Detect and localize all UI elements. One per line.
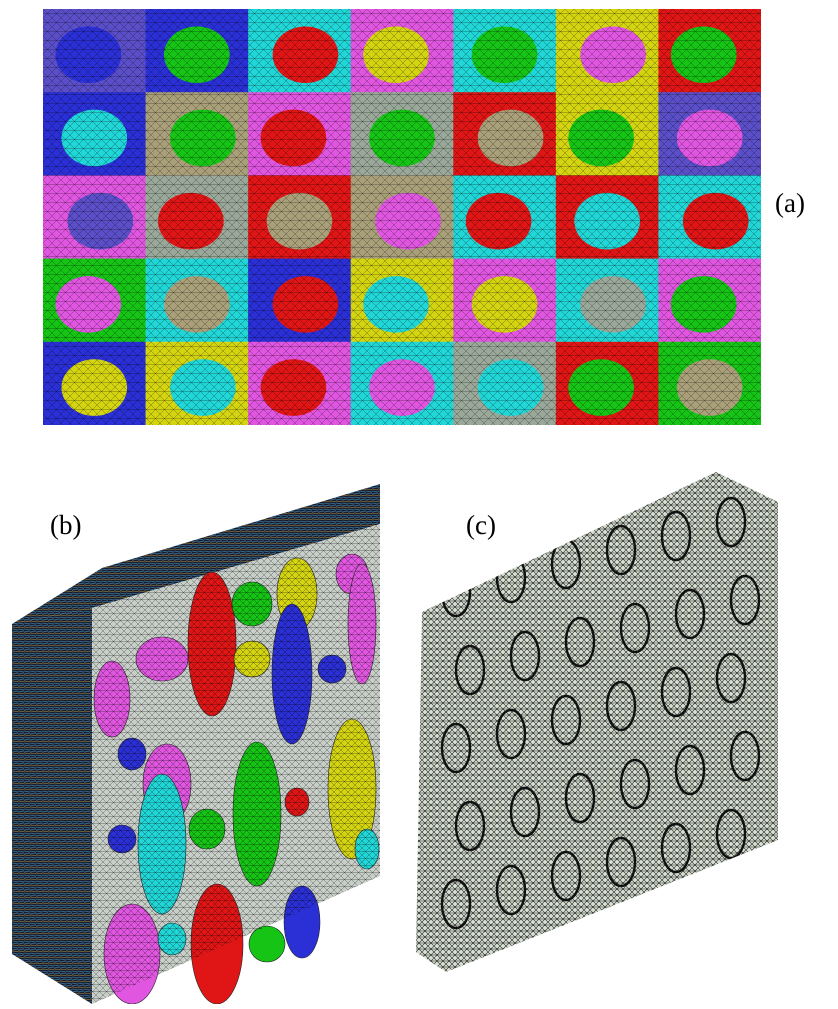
yarn-void <box>509 630 541 682</box>
panel-b-mesh-image <box>12 484 384 1005</box>
yarn-void <box>564 772 596 824</box>
panel-c-label: (c) <box>466 510 496 540</box>
yarn-void <box>674 744 706 796</box>
yarn-void <box>660 822 692 874</box>
block-top-face <box>12 484 380 624</box>
panel-a-mesh-image <box>43 9 762 426</box>
panel-b-label: (b) <box>50 510 82 540</box>
matrix-mesh-c <box>416 472 778 972</box>
yarn-void <box>619 602 651 654</box>
yarn-void <box>440 878 472 930</box>
yarn-void <box>550 850 582 902</box>
panel-a-label: (a) <box>775 188 805 218</box>
yarn-void <box>495 708 527 760</box>
woven-yarn-mesh-a <box>43 9 762 426</box>
panel-c-mesh-image <box>416 472 786 972</box>
yarn-void <box>550 694 582 746</box>
yarn-void <box>660 510 692 562</box>
yarn-void <box>674 588 706 640</box>
unit-cell-block-b <box>12 484 380 1005</box>
yarn-void <box>660 666 692 718</box>
yarn-void <box>605 680 637 732</box>
yarn-void <box>454 644 486 696</box>
yarn-void <box>564 616 596 668</box>
yarn-void <box>715 808 747 860</box>
yarn-void <box>605 524 637 576</box>
yarn-void <box>509 786 541 838</box>
yarn-void <box>729 730 761 782</box>
yarn-void <box>619 758 651 810</box>
block-side-face <box>12 608 92 1004</box>
yarn-void <box>715 652 747 704</box>
yarn-void <box>440 722 472 774</box>
yarn-void <box>729 574 761 626</box>
yarn-void <box>495 864 527 916</box>
yarn-void <box>454 800 486 852</box>
yarn-void <box>605 836 637 888</box>
yarn-void <box>715 496 747 548</box>
